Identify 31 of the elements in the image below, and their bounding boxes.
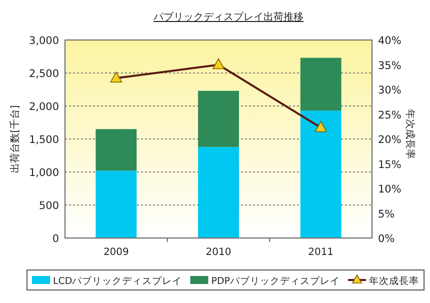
y2-tick-label: 5% xyxy=(378,208,395,220)
x-tick-label: 2010 xyxy=(206,247,232,258)
legend-label: LCDパブリックディスプレイ xyxy=(53,276,182,287)
y2-axis-title: 年次成長率 xyxy=(404,109,416,159)
y2-tick-label: 20% xyxy=(378,134,402,146)
y-tick-label: 3,000 xyxy=(28,35,59,47)
y2-tick-label: 15% xyxy=(378,158,402,171)
bar xyxy=(96,129,137,171)
chart-title: パブリックディスプレイ出荷推移 xyxy=(152,11,304,23)
y2-tick-label: 25% xyxy=(378,109,402,122)
x-tick-label: 2011 xyxy=(308,247,334,258)
y-tick-label: 2,500 xyxy=(28,68,59,80)
y2-tick-label: 30% xyxy=(378,84,402,96)
y-tick-label: 1,500 xyxy=(28,134,59,146)
y-tick-label: 1,000 xyxy=(28,167,59,179)
bar xyxy=(96,170,137,238)
bar xyxy=(198,146,239,238)
bar xyxy=(300,58,342,111)
bar xyxy=(198,90,239,147)
y2-tick-label: 0% xyxy=(378,233,395,245)
y2-tick-label: 35% xyxy=(378,60,402,72)
y-tick-label: 0 xyxy=(52,233,59,245)
y-tick-label: 2,000 xyxy=(28,101,59,113)
x-tick-label: 2009 xyxy=(103,247,129,258)
y-axis-title: 出荷台数[千台] xyxy=(9,105,21,173)
y2-tick-label: 40% xyxy=(378,35,402,47)
legend-label: PDPパブリックディスプレイ xyxy=(211,276,340,287)
bar xyxy=(300,110,342,238)
y-tick-label: 500 xyxy=(38,200,59,212)
y2-tick-label: 10% xyxy=(378,184,402,196)
legend-label: 年次成長率 xyxy=(369,276,420,287)
